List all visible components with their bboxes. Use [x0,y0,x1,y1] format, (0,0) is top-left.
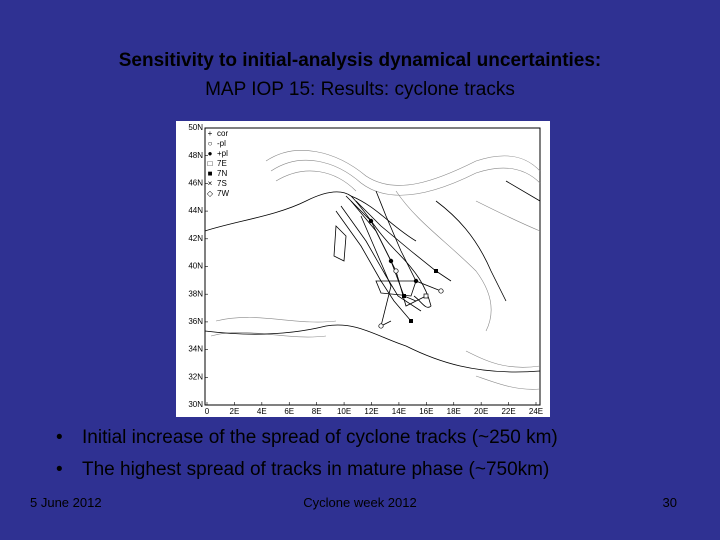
lat-label: 38N [188,289,203,298]
lon-label: 18E [447,407,461,416]
lat-label: 36N [188,317,203,326]
coastline [204,180,541,373]
legend-label: 7N [217,169,227,178]
contours [210,150,541,390]
lat-label: 44N [188,206,203,215]
lon-label: 14E [392,407,406,416]
lat-label: 34N [188,345,203,354]
lon-label: 22E [501,407,515,416]
lat-label: 48N [188,151,203,160]
legend-label: 7S [217,179,227,188]
track-points [368,218,444,329]
legend-label: -pl [217,139,226,148]
legend-label: cor [217,129,228,138]
lat-label: 46N [188,179,203,188]
legend-label: 7W [217,189,229,198]
legend-symbol: + [208,129,213,138]
lon-label: 20E [474,407,488,416]
footer-event: Cyclone week 2012 [303,495,417,510]
legend-symbol: ○ [208,139,213,148]
bullet-text: The highest spread of tracks in mature p… [82,459,550,480]
lat-label: 42N [188,234,203,243]
bullet-text: Initial increase of the spread of cyclon… [82,427,558,448]
footer-page: 30 [662,495,677,510]
slide-title: Sensitivity to initial-analysis dynamica… [118,50,602,71]
legend-label: 7E [217,159,227,168]
lat-label: 32N [188,372,203,381]
legend-symbol: ■ [208,169,213,178]
lon-label: 6E [284,407,294,416]
lat-label: 30N [188,400,203,409]
legend-symbol: □ [208,159,213,168]
cyclone-tracks [335,190,452,327]
footer-date: 5 June 2012 [30,495,102,510]
lon-label: 10E [337,407,351,416]
lon-label: 4E [257,407,267,416]
lon-label: 8E [312,407,322,416]
figure-bg [176,121,550,417]
lon-label: 24E [529,407,543,416]
lat-label: 50N [188,123,203,132]
legend-label: +pl [217,149,228,158]
lat-label: 40N [188,262,203,271]
legend-symbol: ● [208,149,213,158]
legend-symbol: ◇ [207,189,214,198]
lon-label: 2E [230,407,240,416]
slide-subtitle: MAP IOP 15: Results: cyclone tracks [205,79,515,100]
legend-symbol: × [208,179,213,188]
lon-label: 16E [419,407,433,416]
lon-label: 12E [364,407,378,416]
lon-label: 0 [205,407,210,416]
